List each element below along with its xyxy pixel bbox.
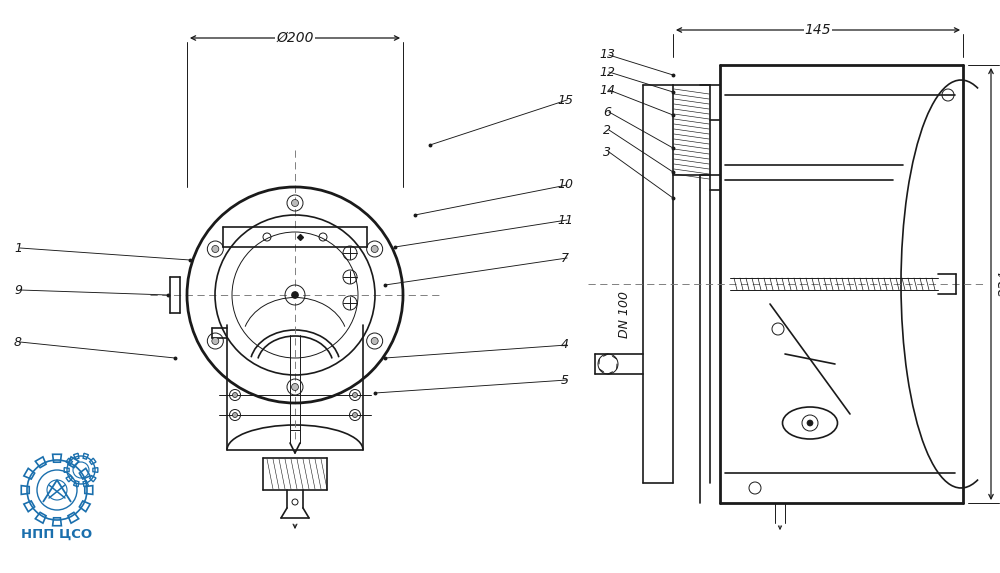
Text: 7: 7 bbox=[561, 252, 569, 265]
Circle shape bbox=[352, 413, 358, 418]
Circle shape bbox=[352, 393, 358, 398]
Text: 12: 12 bbox=[599, 65, 615, 79]
Circle shape bbox=[371, 337, 378, 344]
Circle shape bbox=[212, 337, 219, 344]
Circle shape bbox=[212, 245, 219, 253]
Circle shape bbox=[807, 420, 813, 426]
Circle shape bbox=[232, 393, 238, 398]
Text: 1: 1 bbox=[14, 241, 22, 254]
Text: НПП ЦСО: НПП ЦСО bbox=[21, 528, 93, 540]
Circle shape bbox=[292, 199, 298, 206]
Text: Ø200: Ø200 bbox=[276, 31, 314, 45]
Text: 14: 14 bbox=[599, 84, 615, 96]
Text: 5: 5 bbox=[561, 374, 569, 387]
Circle shape bbox=[292, 383, 298, 391]
Text: 3: 3 bbox=[603, 146, 611, 159]
Text: 145: 145 bbox=[805, 23, 831, 37]
Circle shape bbox=[232, 413, 238, 418]
Text: DN 100: DN 100 bbox=[618, 291, 632, 337]
Text: 13: 13 bbox=[599, 49, 615, 61]
Text: 4: 4 bbox=[561, 339, 569, 351]
Text: 15: 15 bbox=[557, 93, 573, 107]
Text: 10: 10 bbox=[557, 179, 573, 191]
Text: 11: 11 bbox=[557, 214, 573, 226]
Text: 2: 2 bbox=[603, 124, 611, 136]
Circle shape bbox=[371, 245, 378, 253]
Circle shape bbox=[292, 292, 298, 298]
Text: 6: 6 bbox=[603, 105, 611, 119]
Text: 8: 8 bbox=[14, 336, 22, 348]
Text: 234: 234 bbox=[998, 270, 1000, 297]
Text: 9: 9 bbox=[14, 284, 22, 296]
